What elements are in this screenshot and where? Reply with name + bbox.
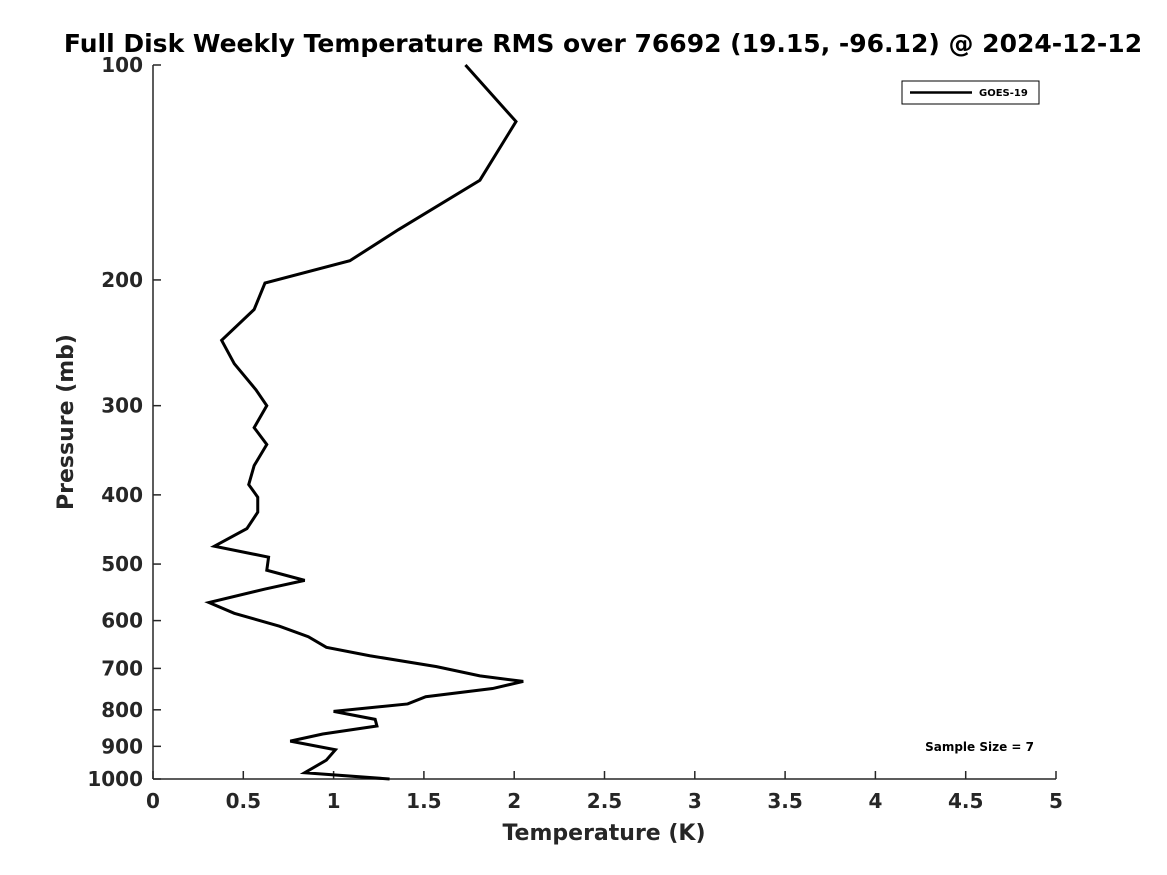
y-tick-label: 800 <box>101 698 143 722</box>
series-line-goes-19 <box>204 64 524 781</box>
x-tick-label: 1 <box>327 789 341 813</box>
y-tick-label: 400 <box>101 483 143 507</box>
x-tick-label: 2 <box>507 789 521 813</box>
series-layer <box>204 64 524 781</box>
y-axis-label: Pressure (mb) <box>54 334 79 510</box>
x-axis-ticks: 0 0.5 1 1.5 2 2.5 3 3.5 4 4.5 5 <box>146 771 1063 813</box>
y-tick-label: 300 <box>101 394 143 418</box>
x-tick-label: 1.5 <box>406 789 441 813</box>
plot-area <box>152 65 1056 780</box>
x-tick-label: 3 <box>688 789 702 813</box>
y-tick-label: 100 <box>101 53 143 77</box>
legend-entry-goes-19: GOES-19 <box>979 88 1028 99</box>
x-tick-label: 5 <box>1049 789 1063 813</box>
legend: GOES-19 <box>901 80 1040 105</box>
x-tick-label: 0 <box>146 789 160 813</box>
x-tick-label: 0.5 <box>226 789 261 813</box>
x-tick-label: 2.5 <box>587 789 622 813</box>
y-axis-ticks: 100 200 300 400 500 600 700 800 900 1000 <box>87 53 161 791</box>
y-tick-label: 200 <box>101 268 143 292</box>
y-tick-label: 500 <box>101 552 143 576</box>
y-tick-label: 1000 <box>87 767 143 791</box>
y-tick-label: 600 <box>101 609 143 633</box>
sample-size-annotation: Sample Size = 7 <box>925 740 1034 754</box>
x-tick-label: 4.5 <box>948 789 983 813</box>
x-tick-label: 3.5 <box>767 789 802 813</box>
x-tick-label: 4 <box>868 789 882 813</box>
chart-title: Full Disk Weekly Temperature RMS over 76… <box>64 29 1142 58</box>
x-axis-label: Temperature (K) <box>502 821 705 846</box>
y-tick-label: 900 <box>101 734 143 758</box>
y-tick-label: 700 <box>101 656 143 680</box>
